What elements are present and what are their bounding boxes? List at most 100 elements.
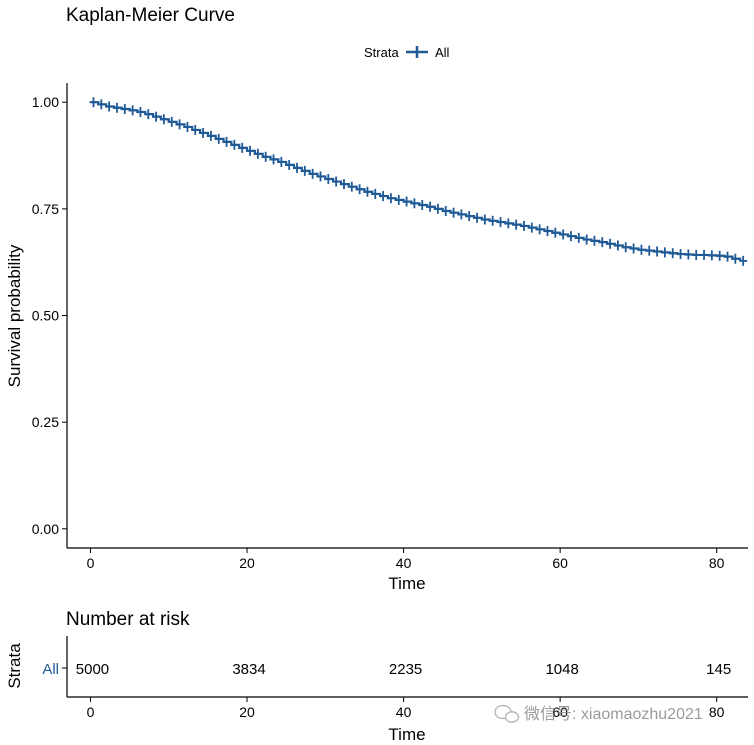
- censor-mark: [449, 207, 458, 218]
- censor-mark: [441, 205, 450, 216]
- censor-mark: [316, 171, 325, 182]
- watermark-text: 微信号: xiaomaozhu2021: [524, 705, 703, 723]
- risk-x-axis-title: Time: [388, 725, 425, 744]
- censor-mark: [465, 211, 474, 222]
- legend: Strata All: [364, 45, 450, 60]
- censor-mark: [379, 191, 388, 202]
- censor-mark: [230, 139, 239, 150]
- risk-stratum-label: All: [42, 661, 59, 678]
- censor-mark: [285, 159, 294, 170]
- x-tick-label: 40: [396, 555, 412, 571]
- censor-mark: [473, 212, 482, 223]
- x-tick-label: 80: [709, 555, 725, 571]
- censor-mark: [535, 224, 544, 235]
- censor-mark: [402, 196, 411, 207]
- risk-y-axis-title: Strata: [5, 643, 24, 689]
- censor-mark: [269, 154, 278, 165]
- censor-mark: [700, 249, 709, 260]
- censor-mark: [582, 234, 591, 245]
- censor-mark: [183, 121, 192, 132]
- censor-mark: [621, 242, 630, 253]
- risk-value: 145: [706, 661, 731, 678]
- censor-mark: [426, 201, 435, 212]
- censor-mark: [191, 124, 200, 135]
- censor-mark: [418, 200, 427, 211]
- censor-mark: [386, 193, 395, 204]
- censor-mark: [363, 186, 372, 197]
- censor-mark: [653, 246, 662, 257]
- censor-mark: [167, 116, 176, 127]
- x-tick-label: 20: [239, 555, 255, 571]
- risk-x-tick-label: 20: [239, 704, 255, 720]
- censor-mark: [222, 136, 231, 147]
- wechat-icon: [494, 704, 520, 723]
- risk-x-tick-label: 0: [87, 704, 95, 720]
- censor-mark: [707, 250, 716, 261]
- risk-x-tick-label: 80: [709, 704, 725, 720]
- censor-mark: [527, 222, 536, 233]
- censor-mark: [684, 249, 693, 260]
- censor-mark: [629, 243, 638, 254]
- risk-x-tick-label: 60: [552, 704, 568, 720]
- censor-mark: [715, 250, 724, 261]
- risk-x-tick-label: 40: [396, 704, 412, 720]
- censor-mark: [89, 97, 98, 108]
- risk-value: 3834: [232, 661, 265, 678]
- censor-mark: [300, 165, 309, 176]
- censor-mark: [206, 130, 215, 141]
- x-axis-title: Time: [388, 574, 425, 593]
- censor-mark: [496, 217, 505, 228]
- censor-mark: [214, 133, 223, 144]
- censor-mark: [606, 238, 615, 249]
- censor-mark: [520, 220, 528, 231]
- risk-table-title: Number at risk: [66, 609, 190, 630]
- censor-mark: [339, 179, 348, 190]
- censor-mark: [480, 214, 489, 225]
- censor-mark: [277, 156, 286, 167]
- censor-mark: [433, 203, 442, 214]
- censor-mark: [120, 104, 129, 115]
- y-tick-label: 1.00: [32, 94, 59, 110]
- censor-mark: [159, 114, 168, 125]
- censor-mark: [504, 218, 513, 229]
- censor-mark: [692, 249, 701, 260]
- y-tick-label: 0.75: [32, 201, 59, 217]
- censor-mark: [347, 181, 356, 192]
- censor-mark: [731, 253, 740, 264]
- censor-mark: [175, 119, 184, 130]
- x-tick-label: 60: [552, 555, 568, 571]
- censor-mark: [590, 235, 599, 246]
- censor-mark: [112, 102, 121, 113]
- censor-mark: [559, 229, 568, 240]
- y-tick-label: 0.25: [32, 414, 59, 430]
- risk-value: 1048: [545, 661, 578, 678]
- censor-mark: [574, 232, 583, 243]
- legend-key-icon: [406, 46, 428, 58]
- y-axis-title: Survival probability: [5, 244, 24, 387]
- censor-mark: [128, 105, 137, 116]
- chart-title: Kaplan-Meier Curve: [66, 5, 235, 26]
- y-tick-label: 0.50: [32, 308, 59, 324]
- risk-table-area: All 5000 3834 2235 1048 145 0 20 40 60 80: [42, 636, 748, 720]
- censor-mark: [261, 151, 270, 162]
- censor-mark: [457, 209, 466, 220]
- censor-mark: [246, 145, 255, 156]
- censor-mark: [152, 111, 161, 122]
- censor-mark: [660, 247, 669, 258]
- censor-mark: [308, 168, 317, 179]
- censor-mark: [371, 188, 380, 199]
- censor-mark: [566, 231, 575, 242]
- censor-mark: [324, 173, 333, 184]
- x-tick-label: 0: [87, 555, 95, 571]
- censor-mark: [512, 219, 521, 230]
- risk-value: 5000: [76, 661, 109, 678]
- risk-value: 2235: [389, 661, 422, 678]
- legend-entry-all: All: [435, 45, 450, 60]
- censor-mark: [97, 99, 106, 110]
- y-tick-label: 0.00: [32, 521, 59, 537]
- censor-mark: [739, 255, 748, 266]
- censor-mark: [238, 142, 247, 153]
- censor-mark: [293, 162, 301, 173]
- survival-plot-area: 0.00 0.25 0.50 0.75 1.00 0 20 40 60 80: [32, 83, 748, 571]
